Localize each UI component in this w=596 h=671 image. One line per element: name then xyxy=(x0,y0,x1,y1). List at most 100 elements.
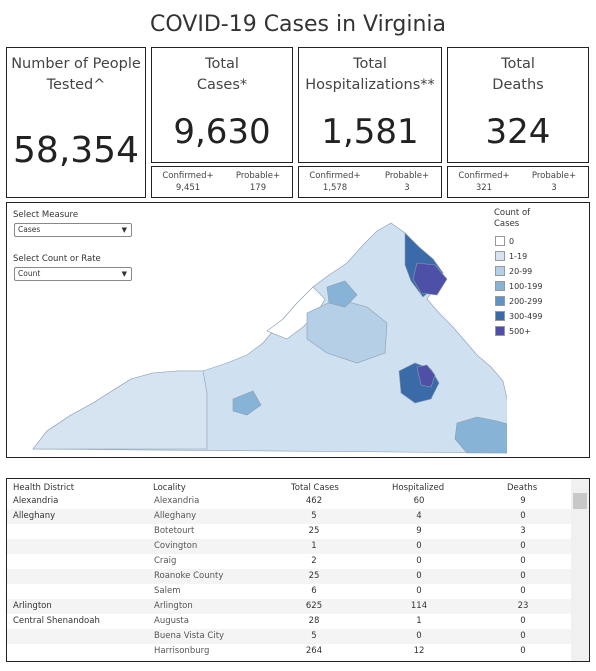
deaths-label-line1: Total xyxy=(501,56,535,72)
tested-value: 58,354 xyxy=(13,130,139,171)
southwest-region xyxy=(32,370,208,450)
cell-deaths: 0 xyxy=(520,646,526,656)
cases-probable-value: 179 xyxy=(249,183,267,193)
cell-locality: Alleghany xyxy=(154,511,197,521)
legend-label: 100-199 xyxy=(509,282,543,291)
header-locality: Locality xyxy=(153,483,186,493)
cell-deaths: 0 xyxy=(520,631,526,641)
cell-hospitalized: 0 xyxy=(416,571,422,581)
legend-swatch xyxy=(495,326,505,336)
legend-swatch xyxy=(495,281,505,291)
header-deaths: Deaths xyxy=(507,483,538,493)
legend-swatch xyxy=(495,311,505,321)
legend-item: 300-499 xyxy=(495,311,542,322)
cell-health-district: Central Shenandoah xyxy=(13,616,100,626)
table-row[interactable]: Central Shenandoah Augusta 28 1 0 xyxy=(7,614,573,629)
cases-label-line2: Cases* xyxy=(196,77,248,93)
legend-swatch xyxy=(495,266,505,276)
cell-hospitalized: 1 xyxy=(416,616,422,626)
cell-locality: Craig xyxy=(154,556,177,566)
cell-locality: Alexandria xyxy=(154,496,200,506)
cases-breakdown: Confirmed+ Probable+ 9,451 179 xyxy=(151,166,293,198)
tested-card: Number of People Tested^ 58,354 xyxy=(6,47,146,198)
legend-title-line1: Count of xyxy=(494,208,531,218)
measure-select[interactable]: Cases ▼ xyxy=(14,223,132,237)
cell-hospitalized: 9 xyxy=(416,526,422,536)
hosp-probable-value: 3 xyxy=(404,183,410,193)
deaths-confirmed-label: Confirmed+ xyxy=(458,171,510,181)
cell-hospitalized: 0 xyxy=(416,541,422,551)
table-row[interactable]: Alleghany Alleghany 5 4 0 xyxy=(7,509,573,524)
cell-hospitalized: 60 xyxy=(413,496,425,506)
cell-deaths: 0 xyxy=(520,586,526,596)
legend-item: 200-299 xyxy=(495,296,542,307)
deaths-probable-value: 3 xyxy=(551,183,557,193)
cases-card: Total Cases* 9,630 xyxy=(151,47,293,163)
cell-hospitalized: 4 xyxy=(416,511,422,521)
table-row[interactable]: Alexandria Alexandria 462 60 9 xyxy=(7,494,573,509)
table-row[interactable]: Craig 2 0 0 xyxy=(7,554,573,569)
cell-total-cases: 264 xyxy=(305,646,323,656)
legend-label: 0 xyxy=(509,237,515,246)
cell-total-cases: 625 xyxy=(305,601,323,611)
hampton-roads-region xyxy=(454,416,507,454)
table-row[interactable]: Buena Vista City 5 0 0 xyxy=(7,629,573,644)
westmoreland-region xyxy=(326,280,358,308)
legend-item: 1-19 xyxy=(495,251,527,262)
deaths-value: 324 xyxy=(485,112,551,152)
cell-health-district: Arlington xyxy=(13,601,52,611)
cases-label-line1: Total xyxy=(205,56,239,72)
henrico-region xyxy=(416,364,436,388)
cases-confirmed-label: Confirmed+ xyxy=(162,171,214,181)
table-scrollbar[interactable] xyxy=(571,479,589,661)
header-total-cases: Total Cases xyxy=(291,483,339,493)
legend-label: 20-99 xyxy=(509,267,533,276)
data-table: Health District Locality Total Cases Hos… xyxy=(6,478,590,662)
hosp-probable-label: Probable+ xyxy=(384,171,430,181)
cell-locality: Arlington xyxy=(154,601,193,611)
deaths-breakdown: Confirmed+ Probable+ 321 3 xyxy=(447,166,589,198)
virginia-map[interactable] xyxy=(7,203,507,459)
page-title: COVID-19 Cases in Virginia xyxy=(150,12,446,37)
table-row[interactable]: Covington 1 0 0 xyxy=(7,539,573,554)
cell-locality: Salem xyxy=(154,586,181,596)
cell-hospitalized: 12 xyxy=(413,646,425,656)
table-row[interactable]: Salem 6 0 0 xyxy=(7,584,573,599)
legend-swatch xyxy=(495,251,505,261)
cell-locality: Buena Vista City xyxy=(154,631,225,641)
map-panel: Select Measure Cases ▼ Select Count or R… xyxy=(6,202,590,458)
countrate-select-value: Count xyxy=(18,269,41,278)
cell-deaths: 23 xyxy=(517,601,529,611)
cell-deaths: 0 xyxy=(520,556,526,566)
measure-label: Select Measure xyxy=(13,210,79,220)
deaths-confirmed-value: 321 xyxy=(475,183,493,193)
legend-item: 20-99 xyxy=(495,266,532,277)
shenandoah-region xyxy=(266,286,326,340)
hosp-confirmed-value: 1,578 xyxy=(322,183,348,193)
legend-label: 1-19 xyxy=(509,252,528,261)
cell-locality: Augusta xyxy=(154,616,189,626)
legend-label: 300-499 xyxy=(509,312,543,321)
chevron-down-icon: ▼ xyxy=(121,270,127,278)
tested-label-line1: Number of People xyxy=(11,56,141,72)
table-row[interactable]: Roanoke County 25 0 0 xyxy=(7,569,573,584)
table-scroll-thumb[interactable] xyxy=(573,493,587,509)
cell-deaths: 0 xyxy=(520,571,526,581)
table-row[interactable]: Botetourt 25 9 3 xyxy=(7,524,573,539)
cell-health-district: Alexandria xyxy=(13,496,59,506)
cell-total-cases: 6 xyxy=(311,586,317,596)
cell-locality: Harrisonburg xyxy=(154,646,210,656)
legend-item: 100-199 xyxy=(495,281,542,292)
table-row[interactable]: Arlington Arlington 625 114 23 xyxy=(7,599,573,614)
legend-swatch xyxy=(495,236,505,246)
cell-deaths: 3 xyxy=(520,526,526,536)
cell-hospitalized: 0 xyxy=(416,631,422,641)
cases-confirmed-value: 9,451 xyxy=(175,183,201,193)
cases-probable-label: Probable+ xyxy=(235,171,281,181)
table-row[interactable]: Harrisonburg 264 12 0 xyxy=(7,644,573,659)
deaths-probable-label: Probable+ xyxy=(531,171,577,181)
countrate-select[interactable]: Count ▼ xyxy=(14,267,132,281)
legend-item: 0 xyxy=(495,236,514,247)
cases-value: 9,630 xyxy=(173,112,271,152)
deaths-card: Total Deaths 324 xyxy=(447,47,589,163)
